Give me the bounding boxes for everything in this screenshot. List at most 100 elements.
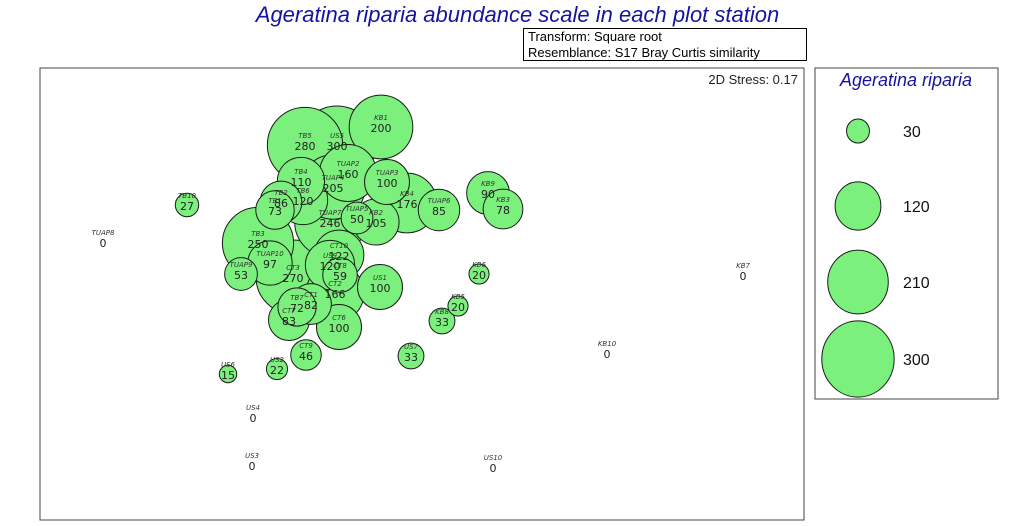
- station-label-us2: US2: [270, 356, 285, 364]
- value-label-ct3: 270: [283, 272, 304, 285]
- bubble-us2: [265, 357, 289, 381]
- legend-value-300: 300: [903, 352, 930, 369]
- value-label-us4: 0: [250, 412, 257, 425]
- value-label-us5: 300: [327, 140, 348, 153]
- station-label-kb1: KB1: [374, 114, 388, 122]
- bubble-tuap5: [340, 201, 374, 235]
- legend-bubble-300: [821, 320, 895, 398]
- value-label-tuap4: 205: [323, 182, 344, 195]
- legend-bubble-30: [846, 118, 870, 144]
- station-label-tb1: TB1: [268, 197, 282, 205]
- station-label-kb9: KB9: [481, 180, 495, 188]
- value-label-tuap3: 100: [377, 177, 398, 190]
- station-label-tb6: TB6: [296, 187, 310, 195]
- bubble-kb6: [468, 263, 490, 285]
- legend-frame: [814, 67, 999, 400]
- value-label-ct6: 100: [329, 322, 350, 335]
- value-label-tuap9: 53: [234, 269, 248, 282]
- value-label-kb2: 105: [366, 217, 387, 230]
- station-label-us7: US7: [404, 343, 419, 351]
- value-label-tb1: 73: [268, 205, 282, 218]
- station-label-us3: US3: [245, 452, 259, 460]
- value-label-tuap10: 97: [263, 258, 277, 271]
- value-label-kb9: 90: [481, 188, 495, 201]
- bubble-tb10: [174, 192, 200, 218]
- station-label-us10: US10: [484, 454, 503, 462]
- value-label-us1: 100: [370, 282, 391, 295]
- legend-value-30: 30: [903, 124, 921, 141]
- value-label-kb1: 200: [371, 122, 392, 135]
- station-label-ct7: CT7: [282, 307, 296, 315]
- value-label-tb10: 27: [180, 200, 194, 213]
- station-label-tuap7: TUAP7: [319, 209, 342, 217]
- station-label-tb7: TB7: [290, 294, 304, 302]
- value-label-tb4: 110: [291, 176, 312, 189]
- value-label-kb7: 0: [740, 270, 747, 283]
- legend-value-120: 120: [903, 199, 930, 216]
- legend-layer: 30 120 210 300: [821, 118, 930, 398]
- station-label-us1: US1: [373, 274, 387, 282]
- bubble-tb1: [255, 190, 295, 230]
- value-label-tuap2: 160: [338, 168, 359, 181]
- station-label-tb3: TB3: [251, 230, 265, 238]
- station-label-ct2: CT2: [328, 280, 342, 288]
- transform-label: Transform: Square root: [528, 29, 662, 44]
- value-label-us9: 120: [320, 260, 341, 273]
- station-label-ct9: CT9: [299, 342, 313, 350]
- stress-label: 2D Stress: 0.17: [708, 72, 798, 87]
- value-label-tuap8: 0: [100, 237, 107, 250]
- station-label-ct8: CT8: [333, 262, 347, 270]
- station-label-ct1: CT1: [304, 291, 318, 299]
- station-label-kb6: KB6: [472, 261, 486, 269]
- value-label-tb7: 72: [290, 302, 304, 315]
- value-label-ct9: 46: [299, 350, 313, 363]
- legend-title: Ageratina riparia: [839, 70, 972, 90]
- value-label-tb6: 120: [293, 195, 314, 208]
- bubble-tuap6: [417, 188, 461, 232]
- station-label-kb4: KB4: [400, 190, 414, 198]
- value-label-us3: 0: [249, 460, 256, 473]
- transform-info-box: Transform: Square root Resemblance: S17 …: [523, 28, 807, 61]
- bubble-ct9: [290, 339, 322, 371]
- value-label-tb3: 250: [248, 238, 269, 251]
- value-label-kb5: 20: [451, 301, 465, 314]
- bubble-us7: [397, 342, 425, 370]
- resemblance-label: Resemblance: S17 Bray Curtis similarity: [528, 44, 760, 60]
- value-label-ct1: 82: [304, 299, 318, 312]
- bubble-ct8: [322, 257, 358, 293]
- value-label-kb6: 20: [472, 269, 486, 282]
- station-label-tuap9: TUAP9: [230, 261, 253, 269]
- value-label-us10: 0: [490, 462, 497, 475]
- value-label-ct7: 83: [282, 315, 296, 328]
- station-label-kb8: KB8: [435, 308, 449, 316]
- station-label-ct10: CT10: [330, 242, 349, 250]
- chart-title: Ageratina riparia abundance scale in eac…: [255, 2, 780, 27]
- bubble-kb3: [482, 188, 524, 230]
- value-label-tuap5: 50: [350, 213, 364, 226]
- value-label-tuap7: 246: [320, 217, 341, 230]
- station-label-tuap10: TUAP10: [256, 250, 284, 258]
- bubbles-layer: [174, 94, 524, 384]
- station-label-tuap4: TUAP4: [322, 174, 345, 182]
- bubble-tb7: [277, 287, 317, 327]
- legend-bubble-120: [834, 181, 882, 231]
- value-label-ct10: 122: [329, 250, 350, 263]
- station-label-kb2: KB2: [369, 209, 383, 217]
- station-label-tuap8: TUAP8: [92, 229, 115, 237]
- station-label-tuap3: TUAP3: [376, 169, 399, 177]
- station-label-kb7: KB7: [736, 262, 750, 270]
- station-label-kb10: KB10: [598, 340, 617, 348]
- station-label-tb2: TB2: [274, 189, 288, 197]
- station-label-us9: US9: [323, 252, 338, 260]
- station-label-tuap6: TUAP6: [428, 197, 451, 205]
- bubble-tuap9: [224, 257, 258, 291]
- station-label-us4: US4: [246, 404, 260, 412]
- station-label-kb5: KB5: [451, 293, 465, 301]
- station-label-tuap5: TUAP5: [346, 205, 369, 213]
- value-label-kb4: 176: [397, 198, 418, 211]
- value-label-kb8: 33: [435, 316, 449, 329]
- station-label-us5: US5: [330, 132, 345, 140]
- legend-bubble-210: [827, 249, 889, 315]
